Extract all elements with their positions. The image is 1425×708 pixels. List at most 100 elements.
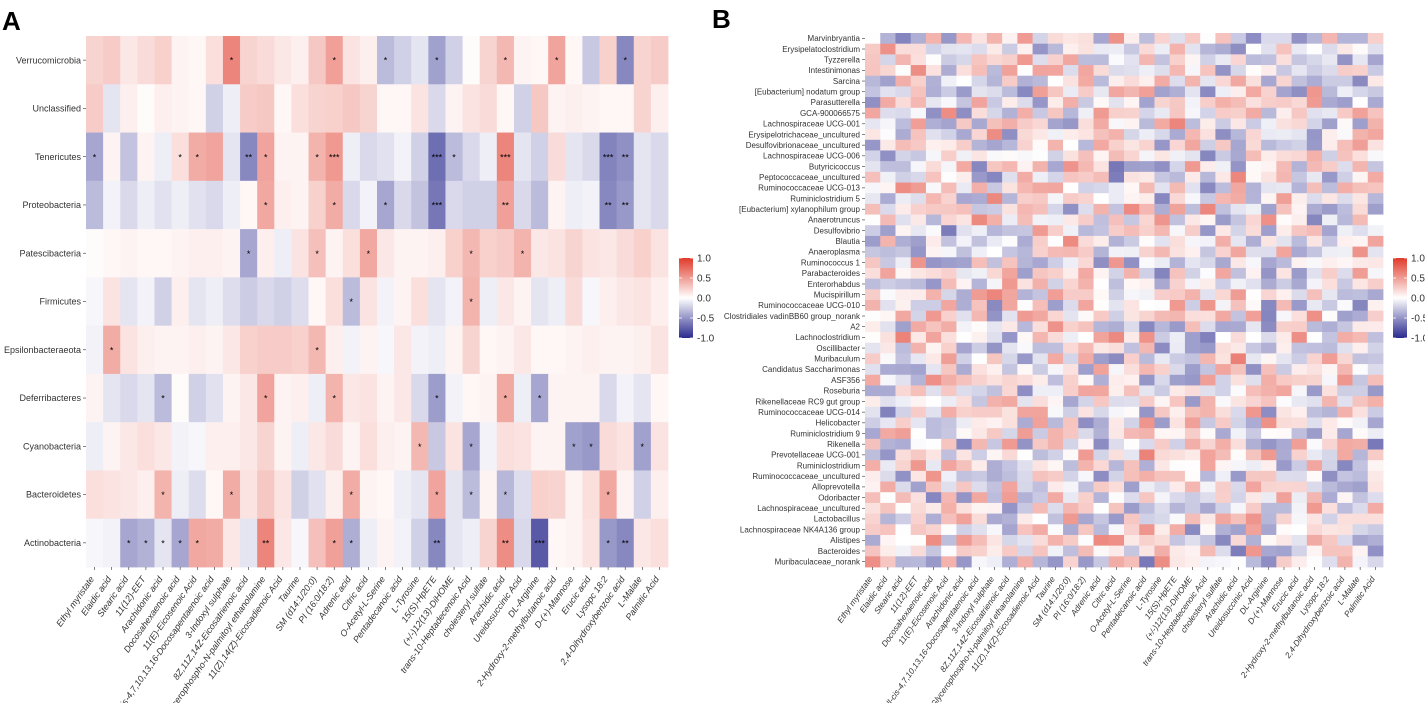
b-cell bbox=[1306, 118, 1323, 130]
a-significance-mark: * bbox=[384, 201, 388, 211]
a-cell bbox=[650, 84, 669, 133]
a-cell bbox=[428, 132, 446, 182]
b-cell bbox=[1078, 502, 1094, 514]
b-cell bbox=[941, 246, 957, 258]
b-cell bbox=[1200, 321, 1216, 333]
b-cell bbox=[1002, 203, 1018, 215]
a-cell bbox=[496, 132, 515, 182]
b-cell bbox=[1108, 449, 1125, 461]
b-cell bbox=[1093, 310, 1110, 322]
b-cell bbox=[1154, 54, 1171, 66]
b-cell bbox=[1322, 33, 1338, 45]
b-cell bbox=[1108, 321, 1125, 333]
a-cell bbox=[394, 229, 412, 278]
b-cell bbox=[1139, 118, 1155, 130]
b-cell bbox=[1063, 449, 1079, 461]
b-cell bbox=[1337, 513, 1353, 525]
b-cell bbox=[1230, 428, 1247, 440]
b-cell bbox=[986, 75, 1003, 87]
b-cell bbox=[1245, 524, 1262, 536]
b-cell bbox=[925, 321, 942, 333]
b-cell bbox=[1230, 203, 1247, 215]
b-cell bbox=[910, 524, 927, 536]
b-cell bbox=[1032, 182, 1049, 194]
b-cell bbox=[986, 289, 1003, 301]
b-cell bbox=[880, 524, 896, 536]
b-cell bbox=[1154, 524, 1171, 536]
b-cell bbox=[1337, 492, 1353, 504]
b-cell bbox=[1154, 406, 1171, 418]
b-cell bbox=[1245, 257, 1262, 269]
b-cell bbox=[1093, 406, 1110, 418]
b-cell bbox=[925, 150, 942, 162]
a-significance-mark: * bbox=[161, 538, 165, 548]
a-significance-mark: ** bbox=[245, 152, 253, 162]
b-cell bbox=[956, 139, 973, 151]
b-cell bbox=[1367, 332, 1384, 344]
b-cell bbox=[941, 43, 957, 55]
b-cell bbox=[1367, 107, 1384, 119]
b-cell bbox=[971, 460, 988, 472]
b-cell bbox=[1032, 406, 1049, 418]
b-cell bbox=[1169, 502, 1186, 514]
b-cell bbox=[1352, 278, 1369, 290]
b-cell bbox=[1154, 310, 1171, 322]
b-cell bbox=[986, 300, 1003, 312]
b-cell bbox=[925, 460, 942, 472]
b-cell bbox=[986, 43, 1003, 55]
b-cell bbox=[910, 54, 927, 66]
b-cell bbox=[1200, 428, 1216, 440]
b-cell bbox=[1063, 107, 1079, 119]
b-cell bbox=[1337, 75, 1353, 87]
b-cell bbox=[1352, 545, 1369, 557]
b-cell bbox=[1017, 246, 1033, 258]
b-cell bbox=[910, 97, 927, 109]
a-cell bbox=[377, 180, 395, 230]
b-cell bbox=[1230, 65, 1247, 77]
b-cell bbox=[1139, 33, 1155, 45]
a-cell bbox=[462, 373, 481, 423]
b-cell bbox=[1078, 97, 1094, 109]
b-cell bbox=[1245, 203, 1262, 215]
b-cell bbox=[1184, 225, 1201, 237]
a-cell bbox=[428, 36, 446, 85]
b-cell bbox=[1032, 470, 1049, 482]
b-cell bbox=[1291, 161, 1308, 173]
b-cell bbox=[1093, 364, 1110, 376]
b-cell bbox=[1108, 332, 1125, 344]
a-cell bbox=[171, 277, 190, 327]
b-cell bbox=[1184, 470, 1201, 482]
b-cell bbox=[1017, 43, 1033, 55]
a-cell bbox=[377, 325, 395, 375]
b-cell bbox=[1245, 353, 1262, 365]
b-cell bbox=[1337, 417, 1353, 429]
b-cell bbox=[1200, 246, 1216, 258]
b-row-label-parasutterella: Parasutterella bbox=[811, 98, 861, 107]
a-cell bbox=[616, 518, 635, 568]
b-cell bbox=[1169, 246, 1186, 258]
b-cell bbox=[1230, 492, 1247, 504]
a-cell bbox=[633, 325, 652, 375]
b-cell bbox=[1306, 225, 1323, 237]
b-cell bbox=[1139, 417, 1155, 429]
b-cell bbox=[1245, 492, 1262, 504]
b-cell bbox=[1230, 235, 1247, 247]
b-cell bbox=[1337, 161, 1353, 173]
b-cell bbox=[1306, 534, 1323, 547]
b-cell bbox=[1291, 353, 1308, 365]
b-cell bbox=[1230, 182, 1247, 194]
b-cell bbox=[1322, 267, 1338, 280]
b-cell bbox=[1322, 235, 1338, 247]
a-cell bbox=[154, 373, 172, 423]
b-cell bbox=[880, 481, 896, 493]
b-cell bbox=[1078, 278, 1094, 290]
b-cell bbox=[1200, 75, 1216, 87]
b-cell bbox=[1291, 300, 1308, 312]
a-cell bbox=[411, 229, 429, 278]
b-cell bbox=[1230, 310, 1247, 322]
b-cell bbox=[1124, 342, 1140, 354]
b-cell bbox=[1291, 513, 1308, 525]
b-cell bbox=[1306, 150, 1323, 162]
a-cell bbox=[428, 518, 446, 568]
a-cell bbox=[205, 325, 224, 375]
